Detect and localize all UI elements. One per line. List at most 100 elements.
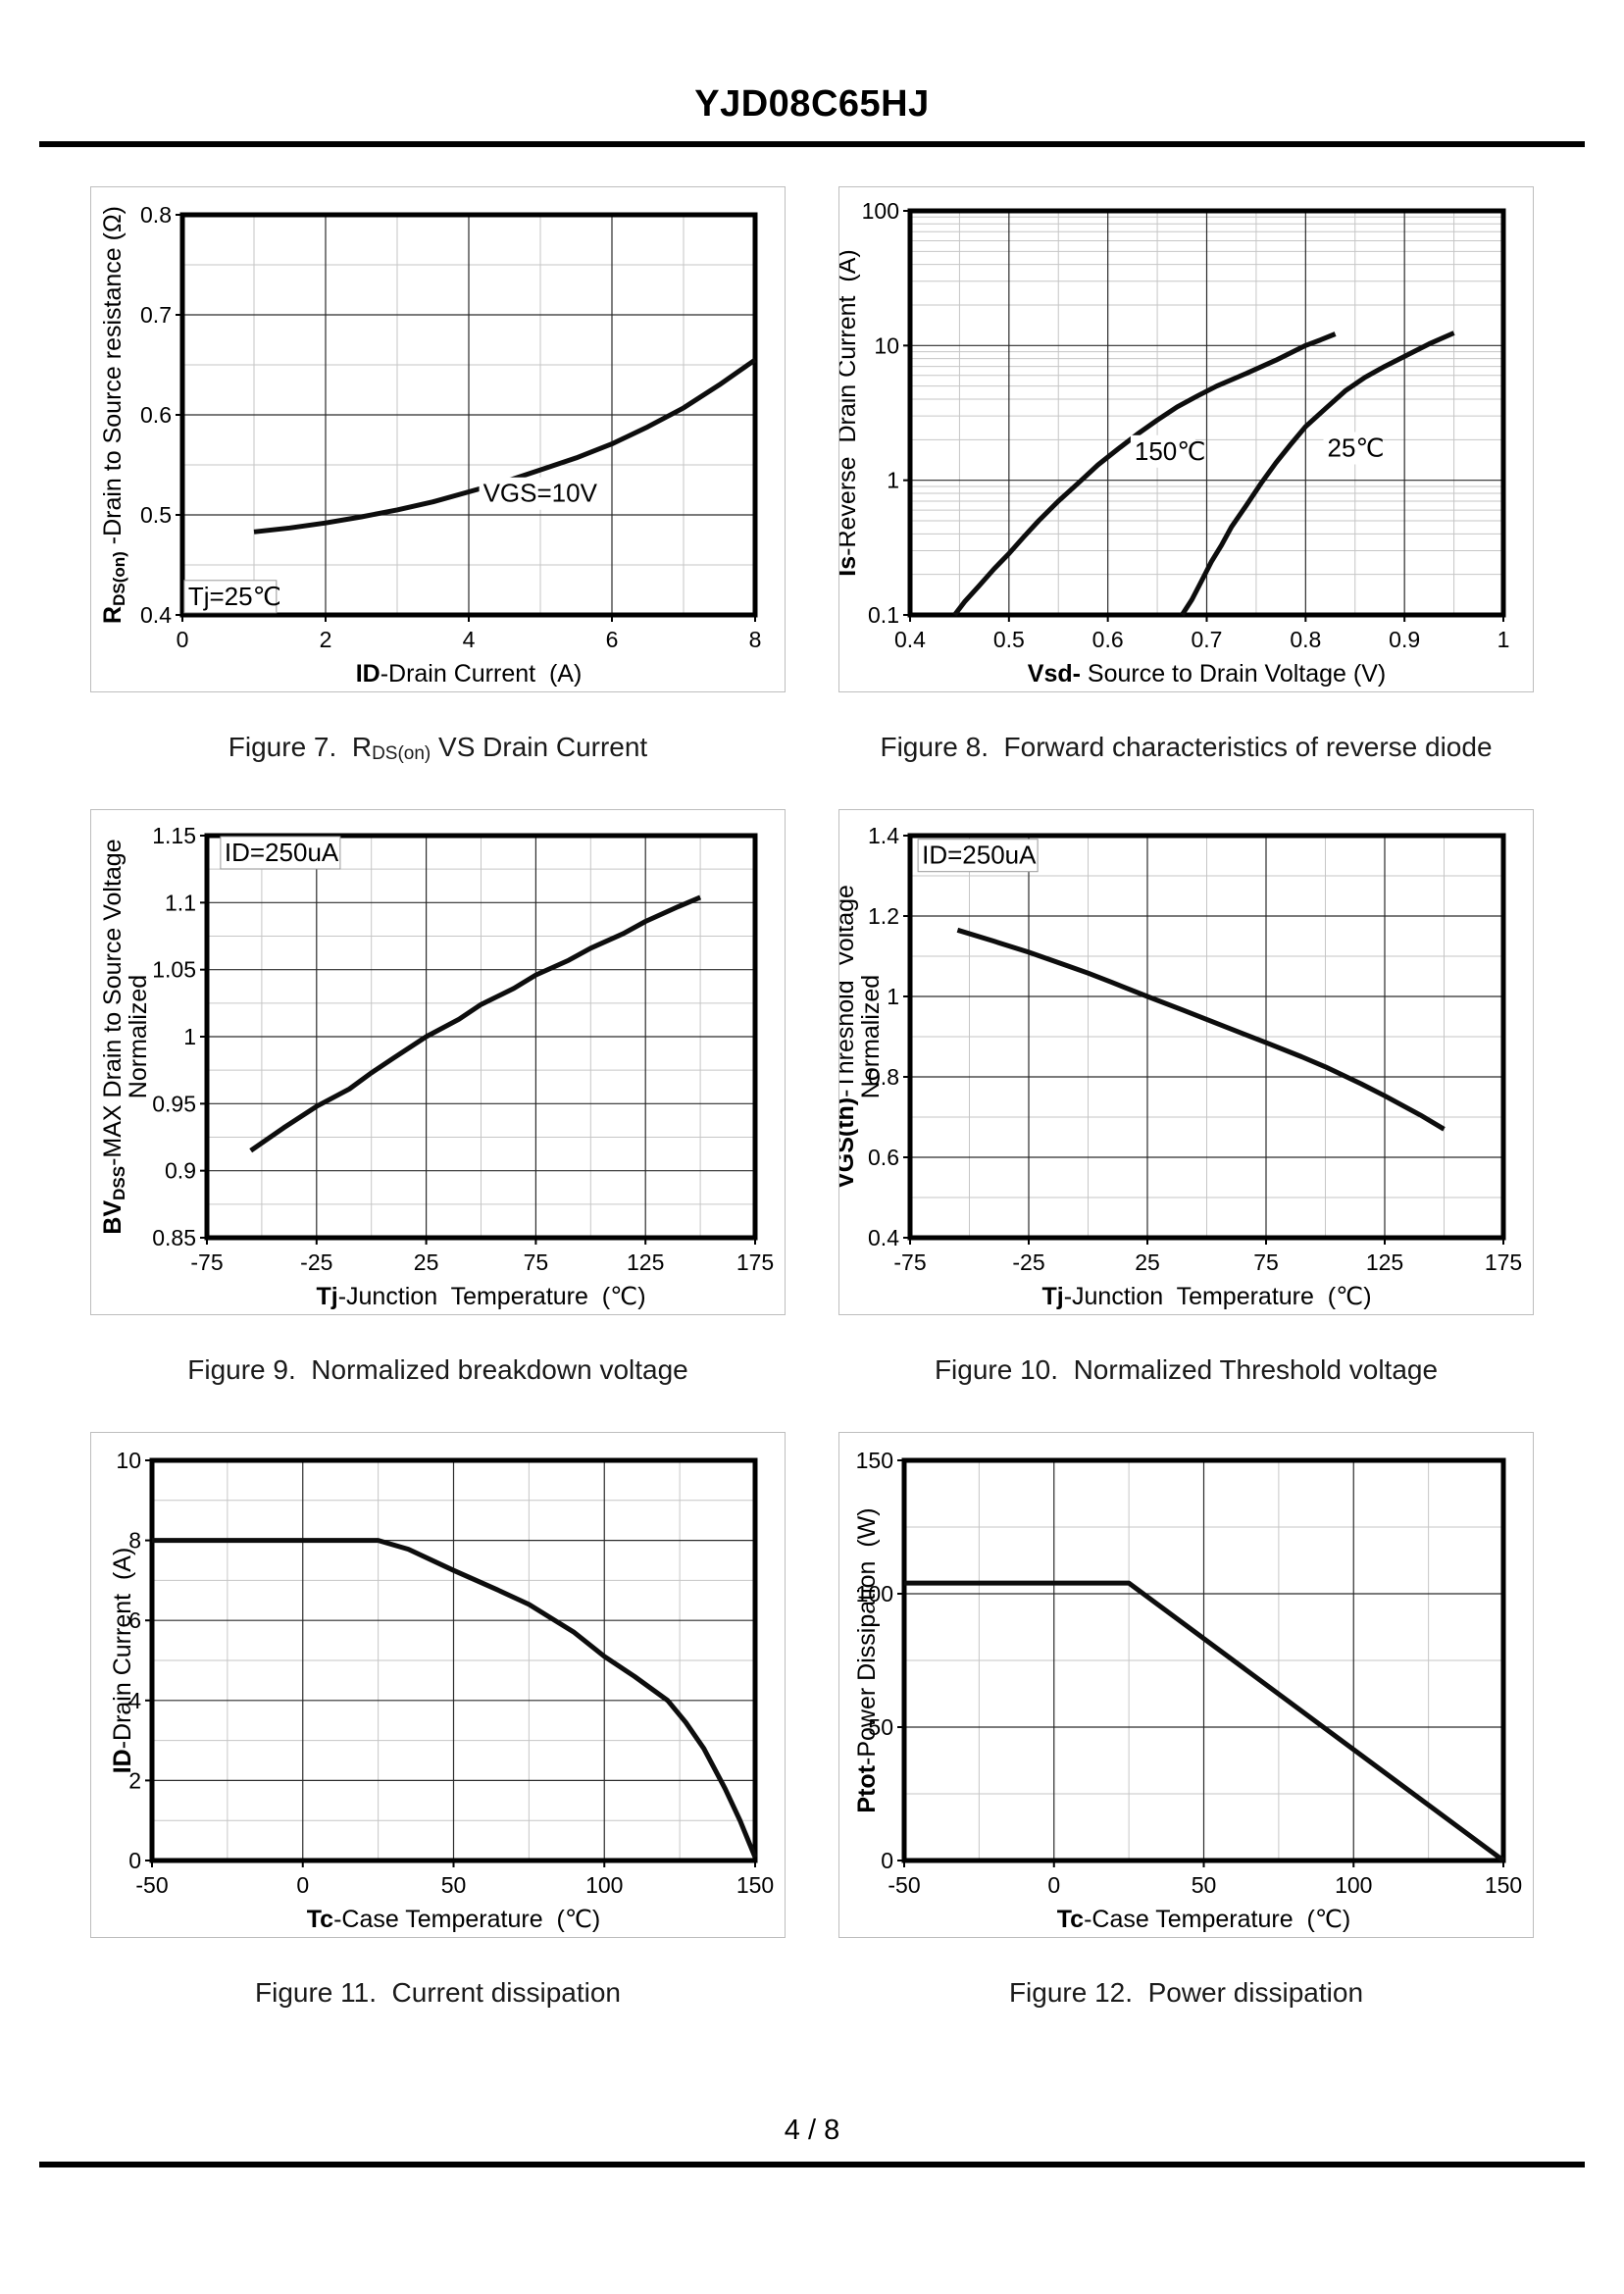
gridlines-major (910, 836, 1503, 1238)
figure-8-chart: 0.4 0.5 0.6 0.7 0.8 0.9 1 0.1 1 10 100 150℃ 25℃ Vsd- … (839, 198, 1509, 688)
annotation-label: ID=250uA (225, 838, 339, 867)
annotation-label: VGS=10V (483, 479, 598, 508)
data-curves (152, 1538, 758, 1859)
svg-text:6: 6 (128, 1607, 141, 1633)
annotations: VGS=10V Tj=25℃ (183, 477, 598, 614)
axis-ticks (145, 1459, 756, 1867)
figure-caption: Figure 8. Forward characteristics of rev… (880, 732, 1493, 762)
svg-text:0.8: 0.8 (1290, 627, 1321, 652)
svg-text:2: 2 (128, 1767, 141, 1793)
svg-text:25: 25 (1135, 1249, 1160, 1275)
svg-text:8: 8 (749, 627, 762, 652)
gridlines-minor (910, 836, 1503, 1238)
gridlines-major (910, 211, 1503, 615)
svg-text:175: 175 (736, 1249, 774, 1275)
svg-text:10: 10 (874, 332, 899, 358)
svg-text:1.15: 1.15 (152, 823, 196, 848)
curve (956, 927, 1446, 1132)
svg-text:0: 0 (177, 627, 189, 652)
svg-text:0.1: 0.1 (868, 602, 899, 628)
annotations: 150℃ 25℃ (1130, 432, 1385, 468)
figure-9-chart-box: -75 -25 25 75 125 175 0.85 0.9 0.95 1 1.05 1.1 1.15 I… (90, 809, 786, 1315)
svg-text:50: 50 (868, 1714, 893, 1740)
svg-text:0.6: 0.6 (1092, 627, 1124, 652)
svg-text:50: 50 (1192, 1872, 1217, 1898)
curve (952, 331, 1337, 617)
part-number-title: YJD08C65HJ (694, 83, 930, 125)
x-axis-title: Vsd- Source to Drain Voltage (V) (1028, 660, 1386, 688)
y-axis-title: VGS(th)-Threshold Voltage (839, 885, 859, 1189)
svg-text:0: 0 (1047, 1872, 1060, 1898)
svg-text:100: 100 (585, 1872, 623, 1898)
gridlines-major (904, 1460, 1503, 1861)
svg-text:1.05: 1.05 (152, 957, 196, 983)
svg-text:75: 75 (524, 1249, 549, 1275)
y-axis-title: BVDSS-MAX Drain to Source Voltage (99, 839, 128, 1234)
figure-12: -50 0 50 100 150 0 50 100 150 Tc-Case Temperature… (838, 1432, 1534, 2055)
svg-text:-50: -50 (888, 1872, 920, 1898)
plot-frame (907, 833, 1506, 1241)
svg-text:-25: -25 (1012, 1249, 1044, 1275)
svg-text:0.9: 0.9 (165, 1158, 196, 1184)
tick-labels: 0 2 4 6 8 0.4 0.5 0.6 0.7 0.8 (140, 202, 761, 652)
figure-9: -75 -25 25 75 125 175 0.85 0.9 0.95 1 1.05 1.1 1.15 I… (90, 809, 786, 1432)
figure-7-chart: 0 2 4 6 8 0.4 0.5 0.6 0.7 0.8 VGS=10V Tj=25℃ ID-Drai… (99, 202, 761, 688)
figures-grid: 0 2 4 6 8 0.4 0.5 0.6 0.7 0.8 VGS=10V Tj=25℃ ID-Drai… (90, 186, 1624, 2055)
y-axis-title: ID-Drain Current (A) (109, 1548, 136, 1774)
x-axis-title: Tc-Case Temperature (℃) (307, 1906, 600, 1933)
figure-caption: Figure 7. RDS(on) VS Drain Current (228, 732, 648, 764)
curve (249, 894, 702, 1153)
svg-text:100: 100 (1335, 1872, 1372, 1898)
svg-text:100: 100 (856, 1581, 893, 1606)
svg-text:150: 150 (1485, 1872, 1522, 1898)
svg-text:1: 1 (887, 468, 899, 493)
svg-text:0: 0 (881, 1848, 893, 1873)
svg-text:0.7: 0.7 (140, 302, 172, 328)
svg-text:0: 0 (128, 1848, 141, 1873)
y-axis-title: Is-Reverse Drain Current (A) (839, 249, 861, 576)
svg-text:0.9: 0.9 (1389, 627, 1420, 652)
svg-text:-75: -75 (190, 1249, 223, 1275)
data-curves (956, 927, 1446, 1132)
gridlines-major (182, 215, 755, 615)
annotation-label: 150℃ (1135, 436, 1206, 466)
svg-text:0.5: 0.5 (993, 627, 1025, 652)
figure-7-chart-box: 0 2 4 6 8 0.4 0.5 0.6 0.7 0.8 VGS=10V Tj=25℃ ID-Drai… (90, 186, 786, 692)
tick-labels: -75 -25 25 75 125 175 0.4 0.6 0.8 1 1.2 1.4 (868, 823, 1522, 1275)
y-axis-title: Ptot-Power Dissipation (W) (853, 1507, 881, 1812)
figure-10: -75 -25 25 75 125 175 0.4 0.6 0.8 1 1.2 1.4 ID=250uA… (838, 809, 1534, 1432)
figure-12-chart-box: -50 0 50 100 150 0 50 100 150 Tc-Case Temperature… (838, 1432, 1534, 1938)
svg-text:1.1: 1.1 (165, 890, 196, 915)
svg-text:1.2: 1.2 (868, 903, 899, 929)
svg-text:8: 8 (128, 1528, 141, 1554)
figure-8: 0.4 0.5 0.6 0.7 0.8 0.9 1 0.1 1 10 100 150℃ 25℃ Vsd- … (838, 186, 1534, 809)
plot-frame (907, 208, 1506, 618)
plot-frame (204, 833, 758, 1241)
data-curves (249, 894, 702, 1153)
data-curves (904, 1580, 1505, 1863)
svg-text:50: 50 (441, 1872, 467, 1898)
svg-text:0.4: 0.4 (894, 627, 926, 652)
footer-rule (39, 2162, 1585, 2167)
svg-text:0: 0 (296, 1872, 309, 1898)
svg-text:0.8: 0.8 (868, 1064, 899, 1090)
annotations: ID=250uA (220, 836, 341, 870)
axis-ticks (200, 835, 756, 1245)
figure-10-chart-box: -75 -25 25 75 125 175 0.4 0.6 0.8 1 1.2 1.4 ID=250uA… (838, 809, 1534, 1315)
svg-text:0.7: 0.7 (1192, 627, 1223, 652)
tick-labels: -75 -25 25 75 125 175 0.85 0.9 0.95 1 1.05 1.1 1.15 (152, 823, 774, 1275)
svg-text:1: 1 (183, 1024, 196, 1049)
figure-caption: Figure 12. Power dissipation (1008, 1977, 1364, 2008)
plot-frame (179, 212, 758, 618)
axis-ticks (903, 835, 1504, 1245)
svg-text:0.4: 0.4 (140, 602, 172, 628)
figure-11-chart-box: -50 0 50 100 150 0 2 4 6 8 10 Tc-Case Temperature (… (90, 1432, 786, 1938)
svg-text:2: 2 (320, 627, 332, 652)
svg-text:0.4: 0.4 (868, 1225, 899, 1250)
svg-text:0.6: 0.6 (140, 402, 172, 428)
curve (1180, 331, 1455, 617)
svg-text:125: 125 (627, 1249, 664, 1275)
